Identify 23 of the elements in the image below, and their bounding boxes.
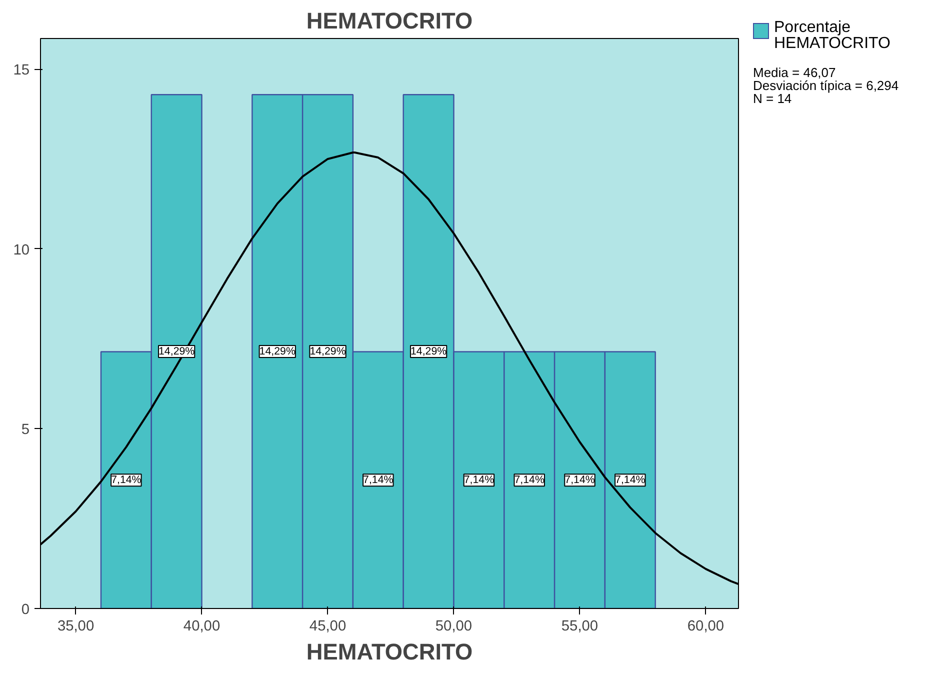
- y-tick-label: 15: [13, 62, 30, 79]
- data-label: 7,14%: [514, 474, 545, 486]
- x-axis-title: HEMATOCRITO: [306, 638, 473, 664]
- data-label: 7,14%: [363, 474, 394, 486]
- chart-title: HEMATOCRITO: [306, 8, 473, 34]
- x-tick-label: 50,00: [435, 618, 472, 634]
- x-tick-label: 35,00: [57, 618, 94, 634]
- x-tick-label: 45,00: [309, 618, 346, 634]
- x-tick-label: 60,00: [687, 618, 724, 634]
- data-label: 7,14%: [111, 474, 142, 486]
- y-tick-label: 5: [21, 422, 30, 438]
- text: N = 14: [753, 91, 793, 106]
- data-label: 14,29%: [259, 346, 296, 358]
- legend-label: Porcentaje HEMATOCRITO: [774, 19, 892, 52]
- data-label: 14,29%: [310, 346, 346, 358]
- data-label: 7,14%: [564, 474, 596, 486]
- y-tick-label: 10: [13, 242, 30, 258]
- x-tick-label: 40,00: [183, 618, 220, 634]
- x-tick-label: 55,00: [561, 618, 598, 634]
- data-label: 7,14%: [615, 474, 646, 486]
- y-tick-label: 0: [21, 602, 30, 618]
- text: Media = 46,07: [753, 65, 837, 80]
- text: Desviación típica = 6,294: [753, 78, 900, 93]
